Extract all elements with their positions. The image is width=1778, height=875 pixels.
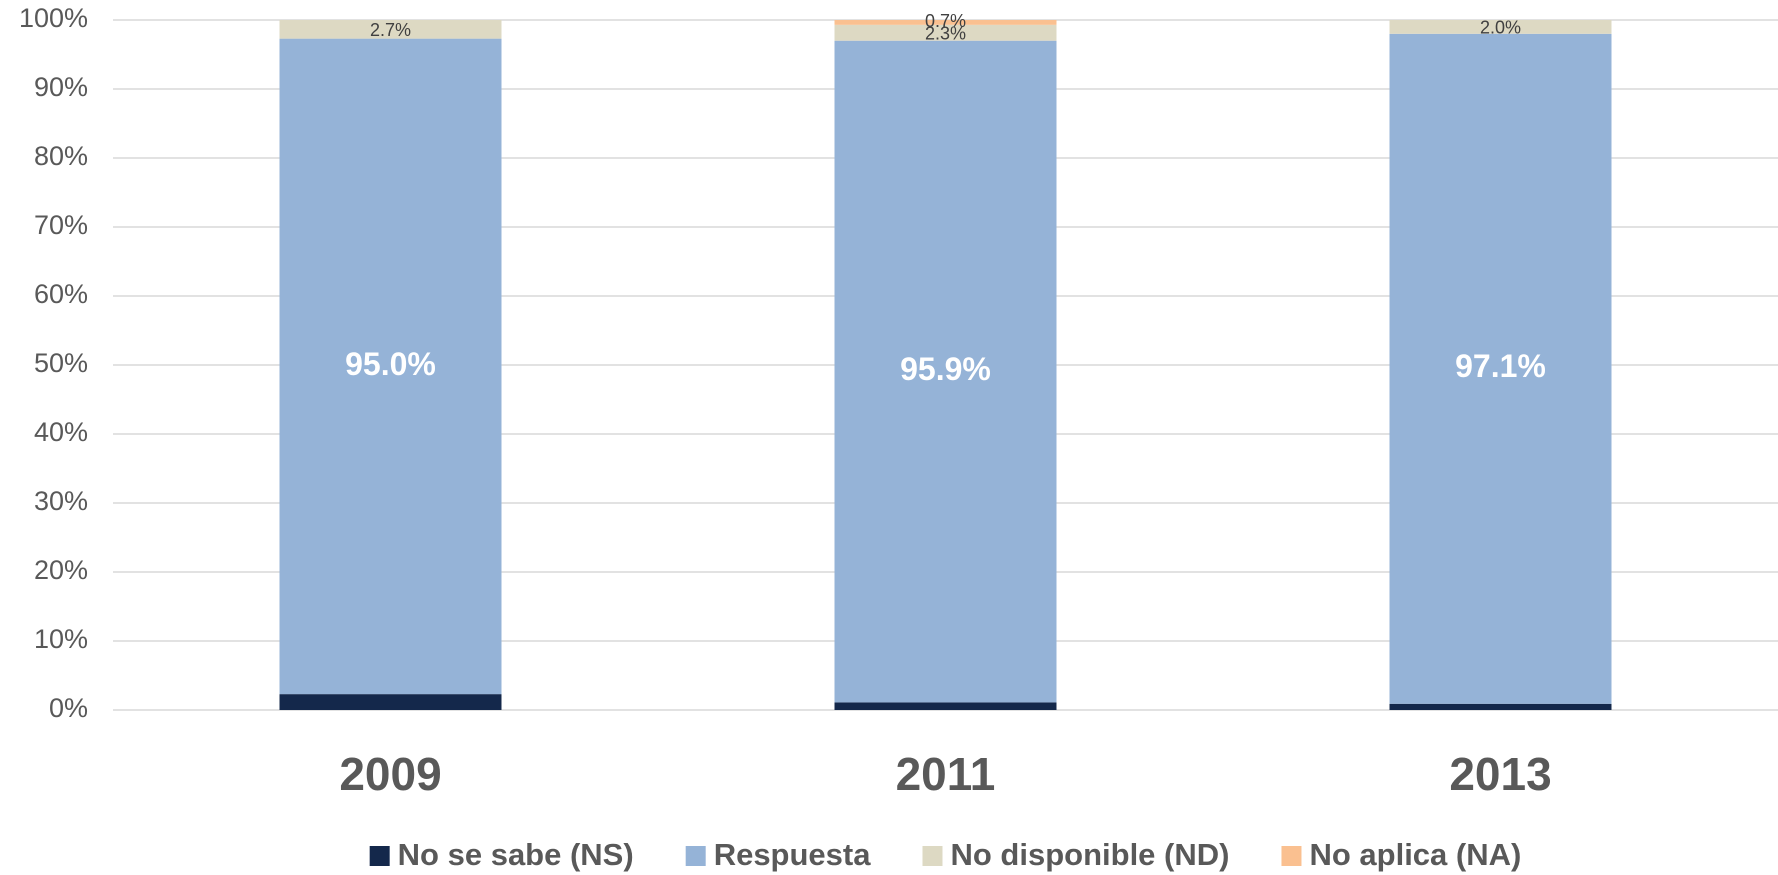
data-label: 95.0% [345, 346, 436, 382]
bar-segment [834, 702, 1057, 710]
bar-segment [279, 694, 502, 710]
y-tick-label: 50% [34, 348, 88, 378]
y-tick-label: 80% [34, 141, 88, 171]
data-label: 2.0% [1480, 18, 1521, 38]
legend-label: Respuesta [714, 837, 872, 872]
data-label: 2.3% [925, 24, 966, 44]
y-tick-label: 90% [34, 72, 88, 102]
y-tick-label: 20% [34, 555, 88, 585]
y-tick-label: 40% [34, 417, 88, 447]
legend-swatch [369, 846, 390, 866]
y-tick-label: 30% [34, 486, 88, 516]
bar-segment [834, 24, 1057, 41]
legend-swatch [1281, 846, 1302, 866]
legend-swatch [922, 846, 943, 866]
legend-label: No aplica (NA) [1309, 837, 1521, 872]
x-tick-label: 2013 [1449, 748, 1551, 800]
bar-segment [1389, 703, 1612, 710]
x-tick-label: 2009 [339, 748, 441, 800]
x-tick-label: 2011 [896, 748, 996, 800]
y-tick-label: 10% [34, 624, 88, 654]
legend-label: No se sabe (NS) [398, 837, 634, 872]
legend-swatch [685, 846, 706, 866]
data-label: 97.1% [1455, 348, 1546, 384]
y-tick-label: 100% [19, 3, 88, 33]
data-label: 0.7% [925, 11, 966, 31]
bar-segment [279, 20, 502, 39]
data-label: 2.7% [370, 20, 411, 40]
y-tick-label: 0% [49, 693, 88, 723]
y-tick-label: 70% [34, 210, 88, 240]
y-tick-label: 60% [34, 279, 88, 309]
data-label: 95.9% [900, 351, 991, 387]
bar-segment [279, 38, 502, 695]
legend-label: No disponible (ND) [950, 837, 1229, 872]
bar-segment [1389, 33, 1612, 704]
bar-segment [834, 20, 1057, 25]
bar-segment [834, 40, 1057, 703]
bar-segment [1389, 20, 1612, 34]
